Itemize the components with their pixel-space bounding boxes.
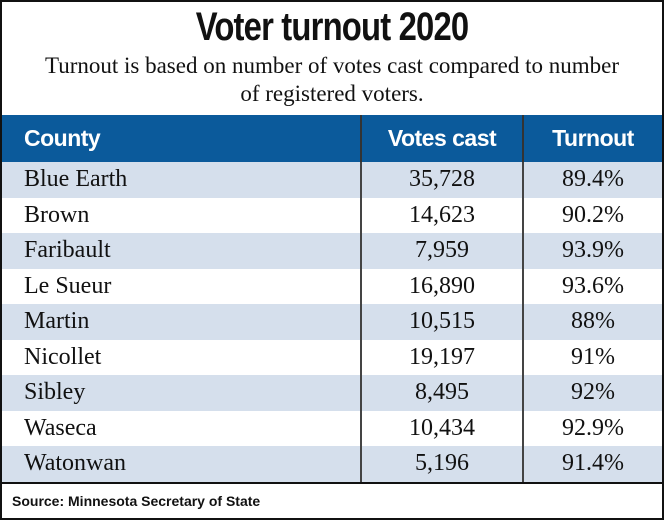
cell-votes-cast: 5,196 (360, 446, 523, 482)
cell-county: Watonwan (2, 446, 361, 482)
cell-votes-cast: 10,434 (360, 410, 523, 446)
cell-votes-cast: 16,890 (360, 268, 523, 304)
chart-subtitle: Turnout is based on number of votes cast… (44, 53, 620, 106)
cell-turnout: 90.2% (522, 197, 662, 233)
cell-votes-cast: 35,728 (360, 162, 523, 198)
header-votes-cast: Votes cast (360, 115, 523, 162)
cell-turnout: 91.4% (522, 446, 662, 482)
header-county: County (2, 115, 361, 162)
cell-county: Sibley (2, 375, 361, 411)
cell-county: Brown (24, 201, 90, 228)
cell-votes-cast: 14,623 (360, 197, 523, 233)
cell-county: Blue Earth (2, 162, 361, 198)
table-row: Faribault 7,959 93.9% (2, 233, 662, 269)
cell-county: Nicollet (24, 343, 102, 370)
table-row: Nicollet 19,197 91% (2, 339, 662, 375)
table-row: Waseca 10,434 92.9% (2, 410, 662, 446)
cell-county: Waseca (24, 414, 97, 441)
table-row: Martin 10,515 88% (2, 304, 662, 340)
turnout-table: County Votes cast Turnout Blue Earth 35,7… (2, 115, 662, 482)
cell-turnout: 93.9% (522, 233, 662, 269)
table-row: Watonwan 5,196 91.4% (2, 446, 662, 482)
cell-turnout: 93.6% (522, 268, 662, 304)
cell-turnout: 92% (522, 375, 662, 411)
cell-votes-cast: 19,197 (360, 339, 523, 375)
cell-turnout: 92.9% (522, 410, 662, 446)
cell-turnout: 91% (522, 339, 662, 375)
cell-turnout: 88% (522, 304, 662, 340)
table-header-row: County Votes cast Turnout (2, 115, 662, 162)
cell-votes-cast: 8,495 (360, 375, 523, 411)
table-row: Blue Earth 35,728 89.4% (2, 162, 662, 198)
cell-turnout: 89.4% (522, 162, 662, 198)
cell-votes-cast: 10,515 (360, 304, 523, 340)
source-note: Source: Minnesota Secretary of State (2, 482, 662, 518)
table-row: Le Sueur 16,890 93.6% (2, 268, 662, 304)
chart-title: Voter turnout 2020 (195, 5, 469, 49)
cell-county: Faribault (2, 233, 361, 269)
cell-votes-cast: 7,959 (360, 233, 523, 269)
table-row: Sibley 8,495 92% (2, 375, 662, 411)
table-row: Brown 14,623 90.2% (2, 197, 662, 233)
cell-county: Martin (2, 304, 361, 340)
header-turnout: Turnout (522, 115, 662, 162)
cell-county: Le Sueur (24, 272, 112, 299)
